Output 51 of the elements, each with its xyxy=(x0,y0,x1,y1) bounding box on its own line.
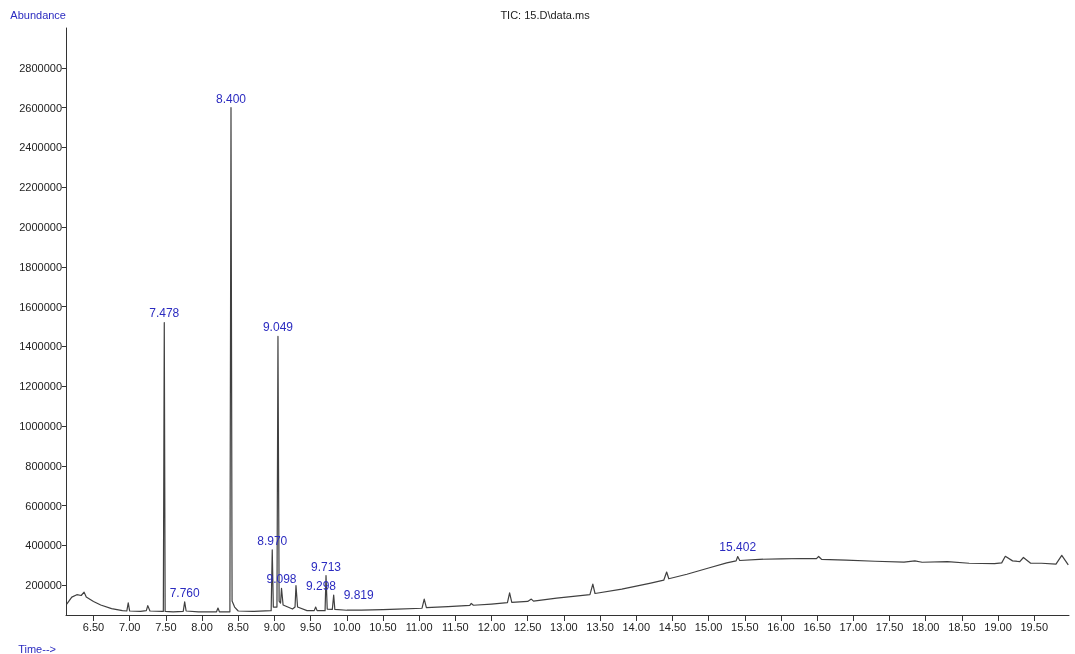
x-tick-label: 17.00 xyxy=(839,620,868,633)
x-tick-label: 10.00 xyxy=(333,620,361,633)
x-tick-label: 16.50 xyxy=(803,620,831,633)
x-tick-label: 11.00 xyxy=(405,620,433,633)
annotation: 9.713 xyxy=(311,559,342,574)
x-tick-label: 13.50 xyxy=(586,620,614,633)
y-tick-label: 1400000 xyxy=(19,340,62,353)
x-tick-label: 14.00 xyxy=(622,620,651,633)
y-tick-label: 200000 xyxy=(25,579,62,592)
y-tick-label: 2200000 xyxy=(19,181,62,194)
x-tick-label: 6.50 xyxy=(82,620,105,633)
y-tick-label: 600000 xyxy=(25,499,62,512)
x-tick-label: 12.00 xyxy=(477,620,506,633)
x-axis-title: Time--> xyxy=(18,642,56,654)
x-tick-label: 7.00 xyxy=(118,620,141,633)
y-tick-label: 400000 xyxy=(25,539,62,552)
y-tick-label: 1200000 xyxy=(19,380,62,393)
x-tick-label: 13.00 xyxy=(550,620,578,633)
y-tick-label: 2800000 xyxy=(19,61,62,74)
y-axis-title: Abundance xyxy=(10,8,66,21)
x-tick-label: 8.50 xyxy=(227,620,249,633)
annotation: 7.760 xyxy=(169,585,201,600)
x-tick-label: 19.00 xyxy=(984,620,1012,633)
x-tick-label: 9.50 xyxy=(299,620,322,633)
y-tick-label: 2600000 xyxy=(19,101,62,114)
annotation: 9.819 xyxy=(343,588,375,603)
annotation: 8.400 xyxy=(215,91,247,106)
x-tick-label: 8.00 xyxy=(191,620,213,633)
x-tick-label: 11.50 xyxy=(441,620,469,633)
x-tick-label: 19.50 xyxy=(1020,620,1049,633)
y-tick-label: 2000000 xyxy=(19,220,62,233)
annotation: 7.478 xyxy=(149,306,180,321)
annotation: 15.402 xyxy=(719,540,757,555)
x-tick-label: 18.00 xyxy=(911,620,940,633)
chart-title: TIC: 15.D\data.ms xyxy=(500,8,591,21)
x-tick-label: 10.50 xyxy=(369,620,397,633)
y-tick-label: 2400000 xyxy=(19,141,62,154)
y-tick-label: 800000 xyxy=(25,459,62,472)
x-tick-label: 16.00 xyxy=(767,620,795,633)
y-tick-label: 1000000 xyxy=(19,419,62,432)
x-tick-label: 9.00 xyxy=(263,620,286,633)
x-tick-label: 18.50 xyxy=(948,620,976,633)
annotation: 9.049 xyxy=(262,320,294,335)
x-tick-label: 14.50 xyxy=(658,620,687,633)
y-tick-label: 1600000 xyxy=(19,300,62,313)
x-tick-label: 15.00 xyxy=(694,620,723,633)
y-tick-label: 1800000 xyxy=(19,260,62,273)
x-tick-label: 12.50 xyxy=(513,620,542,633)
x-tick-label: 15.50 xyxy=(731,620,759,633)
x-tick-label: 17.50 xyxy=(875,620,904,633)
x-tick-label: 7.50 xyxy=(155,620,177,633)
